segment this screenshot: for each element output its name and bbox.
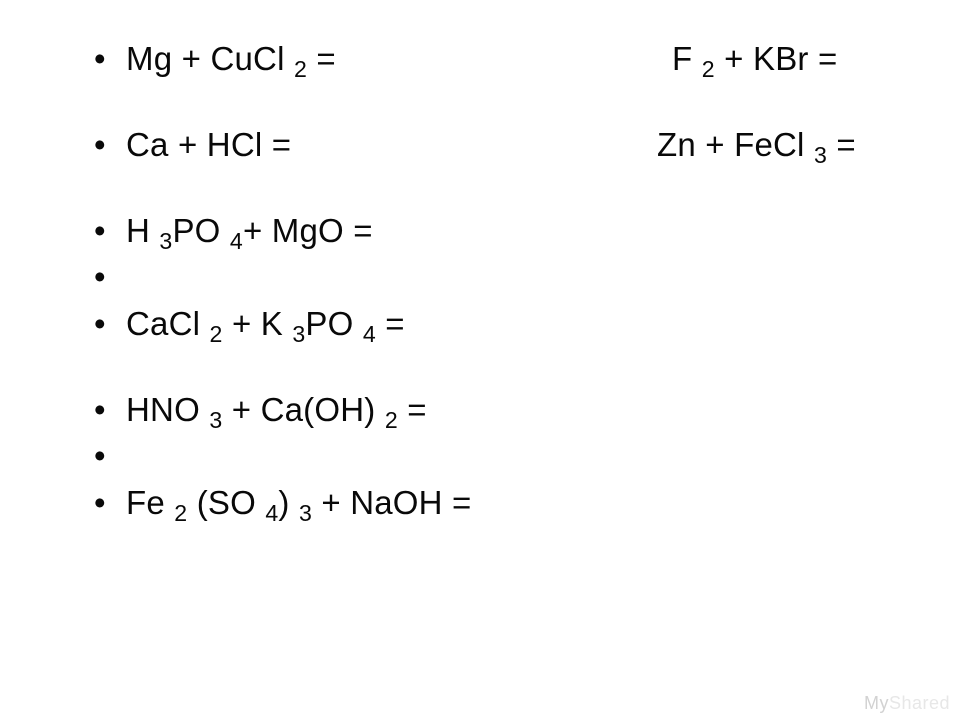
equation-text: H 3PO 4+ MgO = xyxy=(126,214,373,247)
equation-text: Ca + HCl = xyxy=(126,128,291,161)
equation-text: CaCl 2 + K 3PO 4 = xyxy=(126,307,405,340)
equation-list: Mg + CuCl 2 = F 2 + KBr = Ca + HCl = Zn … xyxy=(94,42,960,519)
list-item: CaCl 2 + K 3PO 4 = xyxy=(94,307,960,340)
list-item-empty xyxy=(94,260,960,282)
list-item: Fe 2 (SO 4) 3 + NaOH = xyxy=(94,486,960,519)
equation-text: Fe 2 (SO 4) 3 + NaOH = xyxy=(126,486,472,519)
list-item-empty xyxy=(94,439,960,461)
list-item: H 3PO 4+ MgO = xyxy=(94,214,960,247)
equation-text: Mg + CuCl 2 = xyxy=(126,42,336,75)
equation-text: Zn + FeCl 3 = xyxy=(657,128,856,161)
watermark-shared: Shared xyxy=(889,693,950,713)
equation-text: HNO 3 + Ca(OH) 2 = xyxy=(126,393,427,426)
list-item: HNO 3 + Ca(OH) 2 = xyxy=(94,393,960,426)
watermark-my: My xyxy=(864,693,889,713)
list-item: Ca + HCl = Zn + FeCl 3 = xyxy=(94,128,960,161)
watermark: MyShared xyxy=(864,693,950,714)
equation-text: F 2 + KBr = xyxy=(672,42,837,75)
slide: Mg + CuCl 2 = F 2 + KBr = Ca + HCl = Zn … xyxy=(0,0,960,720)
list-item: Mg + CuCl 2 = F 2 + KBr = xyxy=(94,42,960,75)
